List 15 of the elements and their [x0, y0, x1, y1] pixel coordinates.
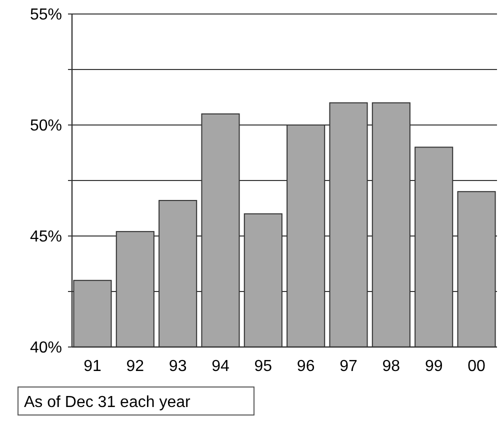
text: As of Dec 31 each year — [24, 394, 191, 411]
y-tick-label: 55% — [30, 6, 62, 24]
x-tick-label: 96 — [296, 358, 315, 375]
x-tick-label: 93 — [168, 358, 187, 375]
y-tick-label: 40% — [30, 340, 62, 357]
x-tick-label: 98 — [382, 358, 400, 375]
x-tick-label: 94 — [212, 358, 230, 375]
y-tick-label: 50% — [30, 118, 62, 135]
x-tick-label: 91 — [84, 358, 102, 375]
y-tick-label: 45% — [30, 228, 62, 246]
x-tick-label: 97 — [340, 358, 358, 375]
x-tick-label: 95 — [254, 358, 272, 375]
x-tick-label: 92 — [126, 358, 144, 375]
x-tick-label: 99 — [424, 358, 443, 375]
x-tick-label: 00 — [468, 358, 486, 375]
